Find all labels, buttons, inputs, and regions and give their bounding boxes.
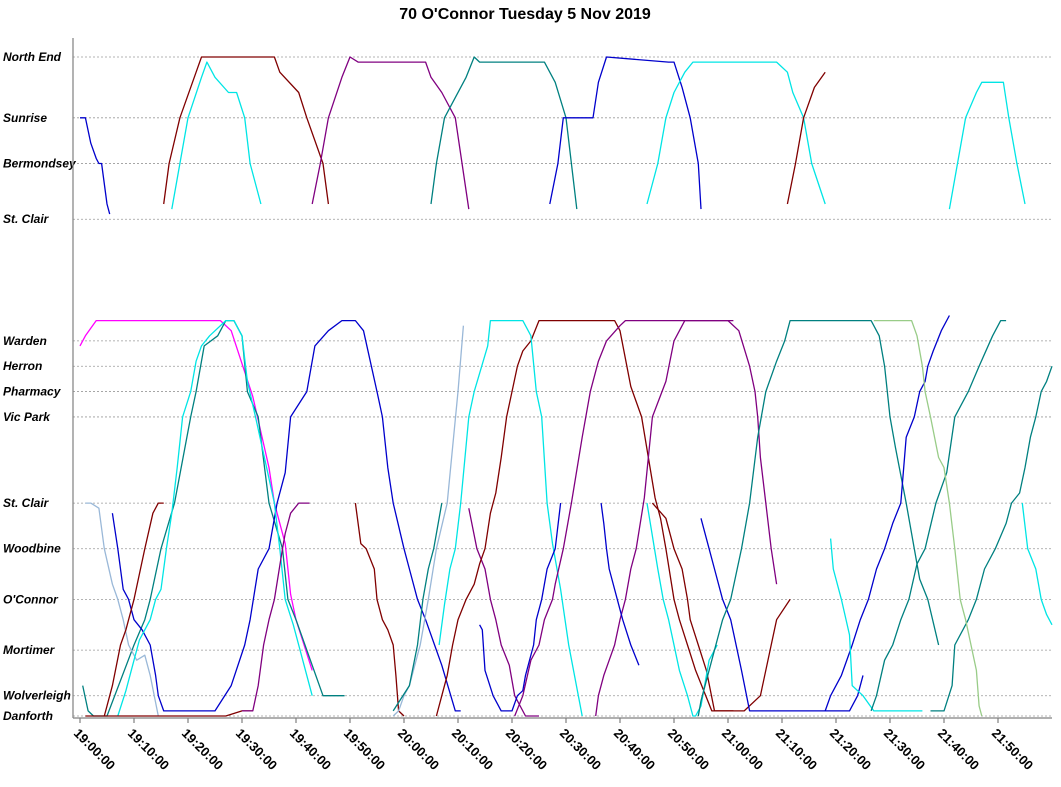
trip-line-2 <box>163 56 330 205</box>
x-tick-label: 20:00:00 <box>395 726 442 773</box>
stop-label: Sunrise <box>3 111 47 125</box>
trip-line-8 <box>786 71 826 205</box>
x-tick-label: 21:10:00 <box>773 726 820 773</box>
x-tick-label: 20:20:00 <box>503 726 550 773</box>
x-tick-label: 19:10:00 <box>125 726 172 773</box>
x-tick-label: 21:30:00 <box>881 726 928 773</box>
trip-line-26 <box>595 319 778 717</box>
trip-line-14 <box>103 502 164 717</box>
gridlines <box>73 56 1052 717</box>
x-tick-label: 21:00:00 <box>719 726 766 773</box>
trip-line-31 <box>697 319 940 717</box>
x-tick-label: 19:50:00 <box>341 726 388 773</box>
stop-label: Herron <box>3 359 42 373</box>
x-tick-label: 20:40:00 <box>611 726 658 773</box>
stop-label: Woodbine <box>3 542 61 556</box>
trip-line-34 <box>930 365 1053 712</box>
stop-label: St. Clair <box>3 212 50 226</box>
stop-label: O'Connor <box>3 592 59 606</box>
trip-line-25 <box>514 319 734 717</box>
chart-title: 70 O'Connor Tuesday 5 Nov 2019 <box>399 6 651 23</box>
stop-labels: Danforth Wolverleigh Mortimer O'Connor Woodb… <box>3 50 77 723</box>
x-tick-label: 19:40:00 <box>287 726 334 773</box>
x-tick-label: 19:30:00 <box>233 726 280 773</box>
x-tick-label: 21:40:00 <box>935 726 982 773</box>
trip-line-20 <box>392 502 443 712</box>
trip-line-32 <box>824 315 950 712</box>
trip-line-27 <box>600 503 640 666</box>
trip-line-33 <box>829 538 923 712</box>
trip-line-6 <box>549 56 702 210</box>
trip-line-11 <box>82 319 345 717</box>
x-tick-label: 19:00:00 <box>71 726 118 773</box>
x-tick-label: 20:10:00 <box>449 726 496 773</box>
stop-label: Danforth <box>3 709 53 723</box>
trip-line-1 <box>80 117 111 215</box>
trip-line-19 <box>392 325 465 717</box>
stop-label: Wolverleigh <box>3 689 71 703</box>
x-tick-label: 20:30:00 <box>557 726 604 773</box>
trip-line-17 <box>242 502 310 712</box>
stop-label: Mortimer <box>3 643 56 657</box>
stop-label: Warden <box>3 334 47 348</box>
trip-line-12 <box>85 502 159 717</box>
trip-line-4 <box>311 56 470 210</box>
time-tick-labels: 19:00:00 19:10:00 19:20:00 19:30:00 19:40:00… <box>71 718 1036 773</box>
trip-line-18 <box>354 503 405 717</box>
trip-line-37 <box>1021 503 1053 626</box>
stop-label: North End <box>3 50 62 64</box>
stop-label: St. Clair <box>3 496 50 510</box>
x-tick-label: 19:20:00 <box>179 726 226 773</box>
trip-line-36 <box>873 319 983 717</box>
x-tick-label: 21:50:00 <box>989 726 1036 773</box>
trip-line-3 <box>171 61 262 210</box>
trip-line-7 <box>646 61 826 205</box>
trip-line-15 <box>117 319 313 717</box>
trip-line-28 <box>651 502 791 712</box>
x-tick-label: 20:50:00 <box>665 726 712 773</box>
trip-lines <box>79 56 1053 717</box>
stop-label: Vic Park <box>3 410 51 424</box>
trip-line-23 <box>438 319 583 717</box>
trip-line-16 <box>85 710 253 717</box>
x-tick-label: 21:20:00 <box>827 726 874 773</box>
trip-line-24 <box>479 503 562 712</box>
trip-line-9 <box>948 81 1026 210</box>
trip-line-22 <box>435 319 734 717</box>
trip-line-29 <box>700 518 864 712</box>
trip-line-21 <box>468 508 539 717</box>
axes <box>72 38 1052 719</box>
trip-line-10 <box>79 319 313 671</box>
stop-label: Bermondsey <box>3 156 77 170</box>
trip-line-13 <box>111 319 461 712</box>
trip-line-35 <box>870 319 1007 712</box>
stop-label: Pharmacy <box>3 385 62 399</box>
trip-line-5 <box>430 56 578 210</box>
trip-line-30 <box>646 502 718 717</box>
